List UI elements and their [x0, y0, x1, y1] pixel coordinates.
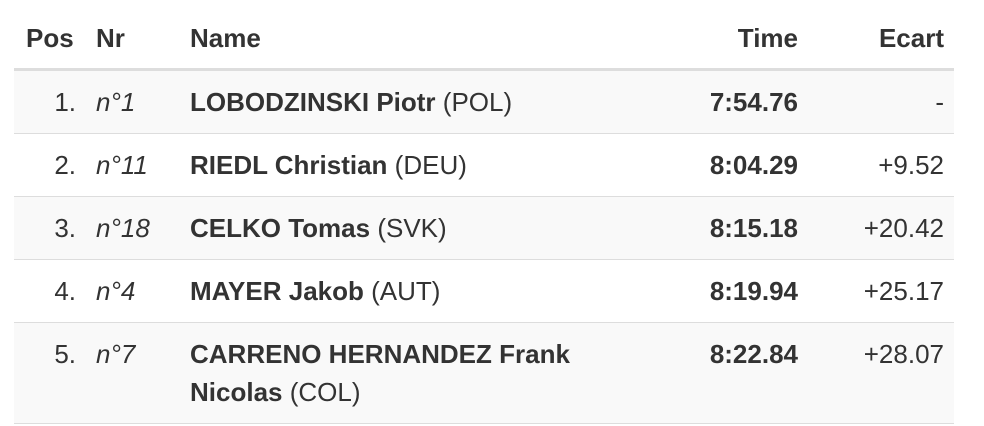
table-body: 1. n°1 LOBODZINSKI Piotr (POL) 7:54.76-2. n°… [14, 69, 954, 424]
result-row: 2. n°11 RIEDL Christian (DEU) 8:04.29 +9.52 [14, 133, 954, 197]
athlete-cell: CARRENO HERNANDEZ Frank Nicolas (COL) [180, 322, 640, 424]
country: (POL) [442, 87, 513, 117]
bib-number: n°18 [84, 196, 180, 260]
country: (SVK) [377, 213, 447, 243]
athlete-name: CARRENO HERNANDEZ Frank Nicolas [190, 339, 570, 407]
time: 7:54.76 [640, 69, 810, 134]
country: (DEU) [394, 150, 467, 180]
country: (AUT) [371, 276, 441, 306]
time: 8:19.94 [640, 259, 810, 323]
result-row: 1. n°1 LOBODZINSKI Piotr (POL) 7:54.76- [14, 69, 954, 134]
gap: - [810, 69, 954, 134]
results-table: Pos Nr Name Time Ecart 1. n°1 LOBODZINSKI … [14, 0, 954, 424]
result-row: 3. n°18 CELKO Tomas (SVK) 8:15.18 +20.42 [14, 196, 954, 260]
bib-number: n°11 [84, 133, 180, 197]
time: 8:15.18 [640, 196, 810, 260]
position: 2. [14, 133, 84, 197]
position: 4. [14, 259, 84, 323]
athlete-cell: RIEDL Christian (DEU) [180, 133, 640, 197]
athlete-name: MAYER Jakob [190, 276, 364, 306]
header-row: Pos Nr Name Time Ecart [14, 0, 954, 71]
header-cell: Nr [84, 0, 180, 71]
bib-number: n°1 [84, 69, 180, 134]
bib-number: n°4 [84, 259, 180, 323]
athlete-name: RIEDL Christian [190, 150, 388, 180]
athlete-name: CELKO Tomas [190, 213, 371, 243]
gap: +20.42 [810, 196, 954, 260]
athlete-cell: CELKO Tomas (SVK) [180, 196, 640, 260]
country: (COL) [289, 377, 361, 407]
athlete-name: LOBODZINSKI Piotr [190, 87, 436, 117]
result-row: 5. n°7 CARRENO HERNANDEZ Frank Nicolas (CO… [14, 322, 954, 424]
gap: +25.17 [810, 259, 954, 323]
time: 8:22.84 [640, 322, 810, 424]
gap: +9.52 [810, 133, 954, 197]
header-cell: Ecart [810, 0, 954, 71]
bib-number: n°7 [84, 322, 180, 424]
header-cell: Name [180, 0, 640, 71]
athlete-cell: LOBODZINSKI Piotr (POL) [180, 69, 640, 134]
table-head: Pos Nr Name Time Ecart [14, 0, 954, 71]
position: 3. [14, 196, 84, 260]
header-cell: Pos [14, 0, 84, 71]
header-cell: Time [640, 0, 810, 71]
position: 5. [14, 322, 84, 424]
time: 8:04.29 [640, 133, 810, 197]
result-row: 4. n°4 MAYER Jakob (AUT) 8:19.94 +25.17 [14, 259, 954, 323]
athlete-cell: MAYER Jakob (AUT) [180, 259, 640, 323]
position: 1. [14, 69, 84, 134]
gap: +28.07 [810, 322, 954, 424]
